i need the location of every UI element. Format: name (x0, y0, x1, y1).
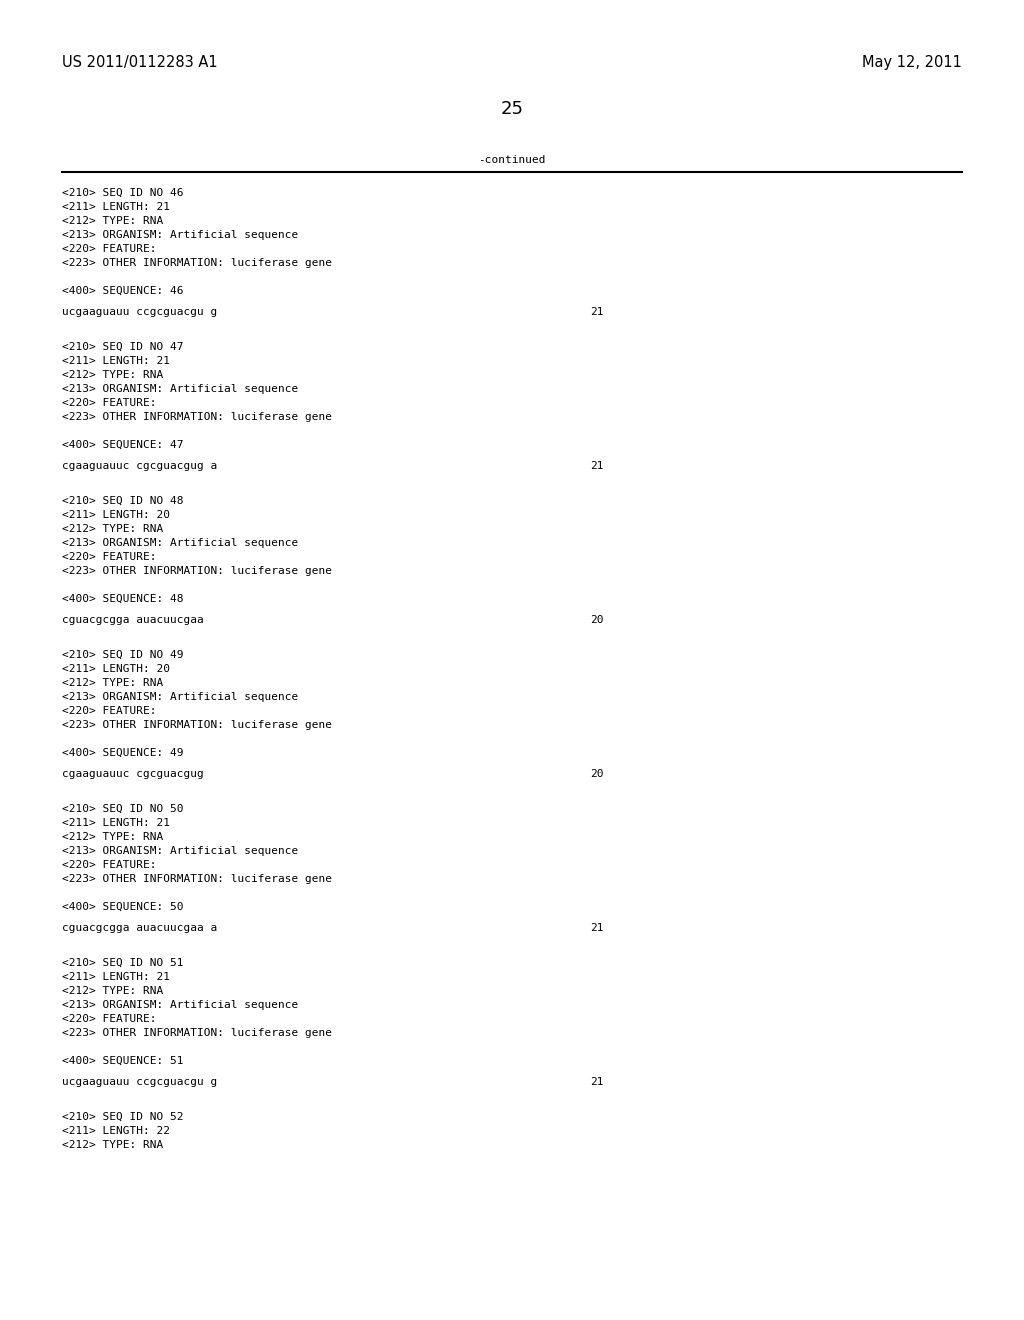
Text: <211> LENGTH: 22: <211> LENGTH: 22 (62, 1126, 170, 1137)
Text: <210> SEQ ID NO 47: <210> SEQ ID NO 47 (62, 342, 183, 352)
Text: cguacgcgga auacuucgaa a: cguacgcgga auacuucgaa a (62, 923, 217, 933)
Text: <211> LENGTH: 21: <211> LENGTH: 21 (62, 972, 170, 982)
Text: May 12, 2011: May 12, 2011 (862, 55, 962, 70)
Text: <212> TYPE: RNA: <212> TYPE: RNA (62, 524, 163, 535)
Text: -continued: -continued (478, 154, 546, 165)
Text: <210> SEQ ID NO 48: <210> SEQ ID NO 48 (62, 496, 183, 506)
Text: <223> OTHER INFORMATION: luciferase gene: <223> OTHER INFORMATION: luciferase gene (62, 412, 332, 422)
Text: <400> SEQUENCE: 46: <400> SEQUENCE: 46 (62, 286, 183, 296)
Text: cgaaguauuc cgcguacgug a: cgaaguauuc cgcguacgug a (62, 461, 217, 471)
Text: <220> FEATURE:: <220> FEATURE: (62, 399, 157, 408)
Text: <400> SEQUENCE: 50: <400> SEQUENCE: 50 (62, 902, 183, 912)
Text: <211> LENGTH: 21: <211> LENGTH: 21 (62, 818, 170, 828)
Text: 20: 20 (590, 770, 603, 779)
Text: <210> SEQ ID NO 46: <210> SEQ ID NO 46 (62, 187, 183, 198)
Text: <220> FEATURE:: <220> FEATURE: (62, 861, 157, 870)
Text: cgaaguauuc cgcguacgug: cgaaguauuc cgcguacgug (62, 770, 204, 779)
Text: <212> TYPE: RNA: <212> TYPE: RNA (62, 370, 163, 380)
Text: <210> SEQ ID NO 51: <210> SEQ ID NO 51 (62, 958, 183, 968)
Text: <223> OTHER INFORMATION: luciferase gene: <223> OTHER INFORMATION: luciferase gene (62, 257, 332, 268)
Text: <212> TYPE: RNA: <212> TYPE: RNA (62, 678, 163, 688)
Text: <213> ORGANISM: Artificial sequence: <213> ORGANISM: Artificial sequence (62, 692, 298, 702)
Text: <212> TYPE: RNA: <212> TYPE: RNA (62, 832, 163, 842)
Text: <400> SEQUENCE: 47: <400> SEQUENCE: 47 (62, 440, 183, 450)
Text: ucgaaguauu ccgcguacgu g: ucgaaguauu ccgcguacgu g (62, 1077, 217, 1086)
Text: <213> ORGANISM: Artificial sequence: <213> ORGANISM: Artificial sequence (62, 539, 298, 548)
Text: <223> OTHER INFORMATION: luciferase gene: <223> OTHER INFORMATION: luciferase gene (62, 566, 332, 576)
Text: <211> LENGTH: 20: <211> LENGTH: 20 (62, 664, 170, 675)
Text: <212> TYPE: RNA: <212> TYPE: RNA (62, 986, 163, 997)
Text: <223> OTHER INFORMATION: luciferase gene: <223> OTHER INFORMATION: luciferase gene (62, 719, 332, 730)
Text: 21: 21 (590, 308, 603, 317)
Text: US 2011/0112283 A1: US 2011/0112283 A1 (62, 55, 218, 70)
Text: 21: 21 (590, 1077, 603, 1086)
Text: <400> SEQUENCE: 49: <400> SEQUENCE: 49 (62, 748, 183, 758)
Text: <220> FEATURE:: <220> FEATURE: (62, 552, 157, 562)
Text: ucgaaguauu ccgcguacgu g: ucgaaguauu ccgcguacgu g (62, 308, 217, 317)
Text: <400> SEQUENCE: 48: <400> SEQUENCE: 48 (62, 594, 183, 605)
Text: <211> LENGTH: 21: <211> LENGTH: 21 (62, 202, 170, 213)
Text: <210> SEQ ID NO 50: <210> SEQ ID NO 50 (62, 804, 183, 814)
Text: <213> ORGANISM: Artificial sequence: <213> ORGANISM: Artificial sequence (62, 846, 298, 855)
Text: <213> ORGANISM: Artificial sequence: <213> ORGANISM: Artificial sequence (62, 230, 298, 240)
Text: cguacgcgga auacuucgaa: cguacgcgga auacuucgaa (62, 615, 204, 624)
Text: <220> FEATURE:: <220> FEATURE: (62, 706, 157, 715)
Text: <223> OTHER INFORMATION: luciferase gene: <223> OTHER INFORMATION: luciferase gene (62, 1028, 332, 1038)
Text: <210> SEQ ID NO 49: <210> SEQ ID NO 49 (62, 649, 183, 660)
Text: <211> LENGTH: 21: <211> LENGTH: 21 (62, 356, 170, 366)
Text: <212> TYPE: RNA: <212> TYPE: RNA (62, 1140, 163, 1150)
Text: 20: 20 (590, 615, 603, 624)
Text: <220> FEATURE:: <220> FEATURE: (62, 1014, 157, 1024)
Text: <220> FEATURE:: <220> FEATURE: (62, 244, 157, 253)
Text: 25: 25 (501, 100, 523, 117)
Text: <210> SEQ ID NO 52: <210> SEQ ID NO 52 (62, 1111, 183, 1122)
Text: 21: 21 (590, 923, 603, 933)
Text: <211> LENGTH: 20: <211> LENGTH: 20 (62, 510, 170, 520)
Text: <213> ORGANISM: Artificial sequence: <213> ORGANISM: Artificial sequence (62, 1001, 298, 1010)
Text: <223> OTHER INFORMATION: luciferase gene: <223> OTHER INFORMATION: luciferase gene (62, 874, 332, 884)
Text: 21: 21 (590, 461, 603, 471)
Text: <400> SEQUENCE: 51: <400> SEQUENCE: 51 (62, 1056, 183, 1067)
Text: <213> ORGANISM: Artificial sequence: <213> ORGANISM: Artificial sequence (62, 384, 298, 393)
Text: <212> TYPE: RNA: <212> TYPE: RNA (62, 216, 163, 226)
